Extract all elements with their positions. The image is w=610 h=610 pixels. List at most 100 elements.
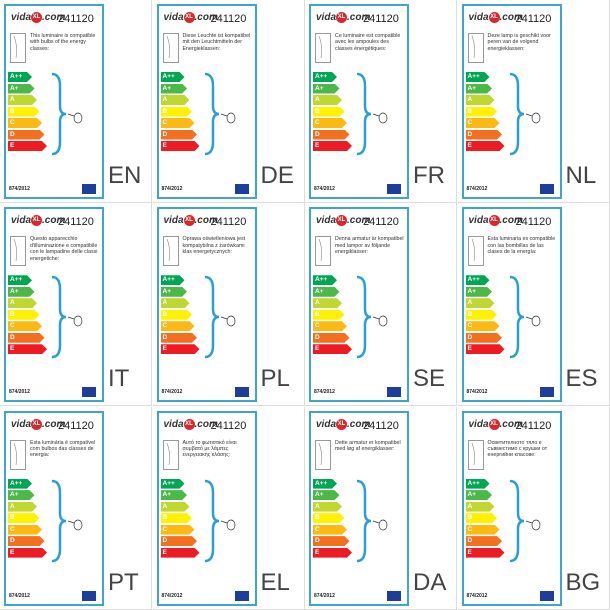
brand-logo: vida XL .com bbox=[469, 215, 523, 226]
energy-class: B bbox=[161, 513, 193, 523]
brand-badge: XL bbox=[336, 215, 348, 227]
lamp-icon bbox=[10, 439, 26, 470]
product-code: 241120 bbox=[363, 13, 399, 25]
language-code: DA bbox=[413, 568, 447, 596]
brand-badge: XL bbox=[488, 418, 500, 430]
energy-class: A++ bbox=[8, 479, 32, 489]
brand-suffix: .com bbox=[499, 418, 523, 430]
energy-class: D bbox=[8, 536, 45, 546]
language-code: NL bbox=[565, 162, 597, 189]
energy-label: vida XL .com 241120 Ce luminaire est compati… bbox=[309, 4, 409, 199]
energy-class: A bbox=[313, 95, 342, 105]
regulation: 874/2012 bbox=[314, 389, 335, 396]
brand-logo: vida XL .com bbox=[164, 418, 218, 430]
regulation: 874/2012 bbox=[161, 592, 183, 599]
energy-class: B bbox=[466, 107, 498, 117]
energy-class: B bbox=[313, 107, 345, 117]
product-code: 241120 bbox=[363, 419, 399, 432]
label-cell: vida XL .com 241120 Dette armatur er kompati… bbox=[305, 406, 457, 610]
regulation: 874/2012 bbox=[161, 186, 183, 192]
brand-suffix: .com bbox=[194, 418, 218, 430]
regulation: 874/2012 bbox=[466, 186, 488, 192]
energy-class: A++ bbox=[313, 275, 337, 285]
energy-class: A bbox=[313, 502, 342, 512]
product-code: 241120 bbox=[58, 13, 94, 25]
energy-class: C bbox=[313, 525, 347, 535]
energy-class: E bbox=[8, 344, 47, 354]
energy-class: A+ bbox=[8, 84, 35, 94]
brand-suffix: .com bbox=[347, 418, 371, 430]
brace-and-bulb bbox=[471, 239, 540, 359]
lamp-icon bbox=[467, 236, 484, 267]
regulation: 874/2012 bbox=[314, 186, 335, 192]
brace-and-bulb bbox=[166, 35, 235, 156]
lamp-icon bbox=[10, 236, 26, 267]
energy-class: A bbox=[8, 95, 37, 105]
brand: vida bbox=[11, 12, 32, 24]
brand: vida bbox=[11, 215, 32, 227]
product-code: 241120 bbox=[210, 419, 247, 432]
eu-flag bbox=[539, 184, 554, 194]
brand-badge: XL bbox=[183, 12, 195, 23]
energy-class: B bbox=[466, 513, 498, 523]
brand-suffix: .com bbox=[194, 215, 218, 227]
energy-class: A+ bbox=[466, 84, 493, 94]
product-code: 241120 bbox=[515, 419, 552, 432]
energy-label: vida XL .com 241120 Esta luminária é compatí… bbox=[4, 410, 104, 606]
lamp-icon bbox=[315, 236, 331, 267]
brand: vida bbox=[316, 418, 337, 430]
lamp-icon bbox=[467, 33, 484, 63]
energy-class: A+ bbox=[161, 287, 188, 297]
energy-label: vida XL .com 241120 Oprawa oświetleniowa jes… bbox=[156, 207, 257, 403]
description: Αυτό το φωτιστικό είναι συμβατό με λάμπε… bbox=[182, 439, 237, 459]
language-code: DE bbox=[260, 162, 294, 189]
energy-class: A++ bbox=[466, 275, 490, 285]
brand-logo: vida XL .com bbox=[316, 215, 370, 226]
energy-label: vida XL .com 241120 Αυτό το φωτιστικό είναι … bbox=[156, 410, 257, 606]
energy-class: C bbox=[8, 525, 42, 535]
energy-label: vida XL .com 241120 Denna armatur är kompati… bbox=[309, 207, 409, 403]
energy-class: D bbox=[466, 536, 503, 546]
brand-logo: vida XL .com bbox=[11, 418, 65, 430]
regulation: 874/2012 bbox=[9, 592, 30, 599]
energy-class: A++ bbox=[8, 275, 32, 285]
product-code: 241120 bbox=[210, 13, 247, 25]
brand-logo: vida XL .com bbox=[316, 12, 370, 23]
language-code: PT bbox=[108, 568, 139, 596]
energy-class: C bbox=[8, 118, 42, 128]
energy-class: E bbox=[466, 141, 505, 151]
label-cell: vida XL .com 241120 Deze lamp is geschikt vo… bbox=[457, 0, 610, 203]
brand-logo: vida XL .com bbox=[164, 215, 218, 226]
brand-suffix: .com bbox=[194, 12, 218, 24]
brand: vida bbox=[11, 418, 32, 430]
energy-class: D bbox=[161, 536, 198, 546]
brand-logo: vida XL .com bbox=[164, 12, 218, 23]
energy-class: D bbox=[161, 130, 198, 140]
energy-class: A++ bbox=[466, 72, 490, 82]
energy-class: A+ bbox=[313, 84, 340, 94]
energy-class: B bbox=[313, 513, 345, 523]
brand-badge: XL bbox=[488, 12, 500, 23]
regulation: 874/2012 bbox=[466, 592, 488, 599]
brand-logo: vida XL .com bbox=[469, 418, 523, 430]
brand: vida bbox=[468, 215, 489, 227]
label-cell: vida XL .com 241120 Esta luminaria es compat… bbox=[457, 203, 610, 407]
energy-class: A bbox=[161, 298, 190, 308]
energy-class: A bbox=[466, 298, 495, 308]
energy-label: vida XL .com 241120 Questo apparecchio d'ill… bbox=[4, 207, 104, 403]
label-cell: vida XL .com 241120 Αυτό το φωτιστικό είναι … bbox=[152, 406, 305, 610]
eu-flag bbox=[539, 387, 554, 398]
brace-and-bulb bbox=[318, 35, 388, 156]
energy-class: C bbox=[313, 321, 347, 331]
energy-class: C bbox=[161, 321, 195, 331]
energy-class: B bbox=[8, 513, 40, 523]
energy-class: C bbox=[466, 118, 500, 128]
brace-and-bulb bbox=[471, 35, 540, 156]
energy-class: D bbox=[313, 333, 350, 343]
energy-class: A bbox=[8, 298, 37, 308]
language-code: FR bbox=[413, 162, 445, 189]
energy-label: vida XL .com 241120 Dette armatur er kompati… bbox=[309, 410, 409, 606]
brand-suffix: .com bbox=[347, 12, 371, 24]
energy-class: A bbox=[161, 95, 190, 105]
energy-class: D bbox=[313, 536, 350, 546]
